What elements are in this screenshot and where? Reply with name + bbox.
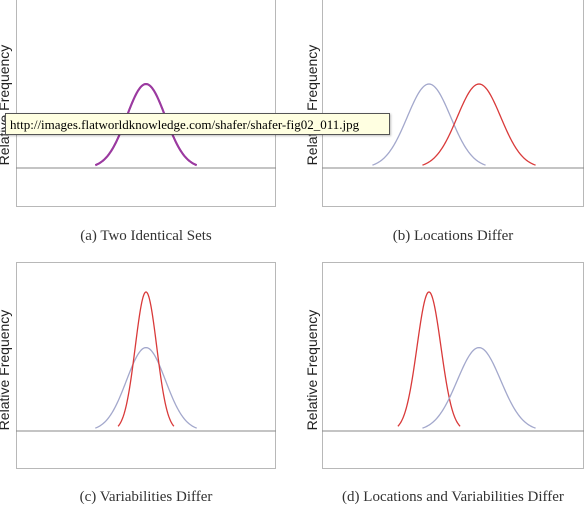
curve-series-1 — [95, 346, 197, 429]
curve-series-1 — [372, 83, 486, 166]
plot-frame-a — [16, 0, 276, 207]
plot-area-d — [322, 291, 584, 432]
y-axis-label-d: Relative Frequency — [304, 309, 320, 431]
y-axis-label-b: Relative Frequency — [304, 44, 320, 166]
plot-area-c — [16, 291, 276, 432]
plot-frame-b — [322, 0, 584, 207]
y-axis-label-c: Relative Frequency — [0, 309, 12, 431]
curve-series-1 — [397, 291, 461, 427]
url-tooltip: http://images.flatworldknowledge.com/sha… — [5, 113, 390, 135]
curve-series-2 — [422, 346, 536, 429]
curve-series-2 — [117, 291, 175, 427]
curve-series-2 — [422, 83, 536, 166]
y-axis-label-a: Relative Frequency — [0, 44, 12, 166]
caption-a: (a) Two Identical Sets — [80, 228, 212, 244]
plot-area-a — [16, 82, 276, 169]
plot-frame-d — [322, 262, 584, 469]
caption-c: (c) Variabilities Differ — [79, 489, 213, 505]
curve-series-2 — [94, 82, 198, 167]
plot-frame-c — [16, 262, 276, 469]
plot-area-b — [322, 83, 584, 169]
caption-d: (d) Locations and Variabilities Differ — [342, 489, 564, 505]
caption-b: (b) Locations Differ — [392, 228, 514, 244]
